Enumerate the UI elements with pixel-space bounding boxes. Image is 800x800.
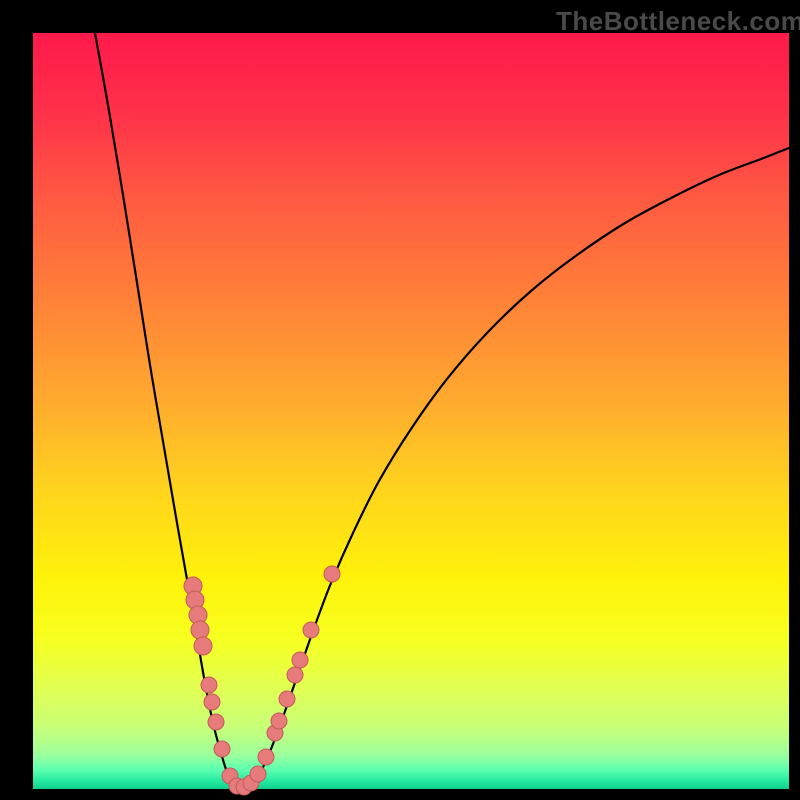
bottleneck-curve: [95, 33, 789, 789]
data-marker: [258, 749, 274, 765]
data-marker: [324, 566, 340, 582]
data-markers-group: [184, 566, 340, 795]
data-marker: [208, 714, 224, 730]
data-marker: [214, 741, 230, 757]
data-marker: [250, 766, 266, 782]
data-marker: [204, 694, 220, 710]
data-marker: [287, 667, 303, 683]
data-marker: [191, 621, 209, 639]
data-marker: [303, 622, 319, 638]
watermark-label: TheBottleneck.com: [556, 6, 800, 37]
data-marker: [201, 677, 217, 693]
data-marker: [194, 637, 212, 655]
data-marker: [271, 713, 287, 729]
curve-layer: [33, 33, 789, 789]
data-marker: [279, 691, 295, 707]
data-marker: [292, 652, 308, 668]
chart-area: [33, 33, 789, 789]
